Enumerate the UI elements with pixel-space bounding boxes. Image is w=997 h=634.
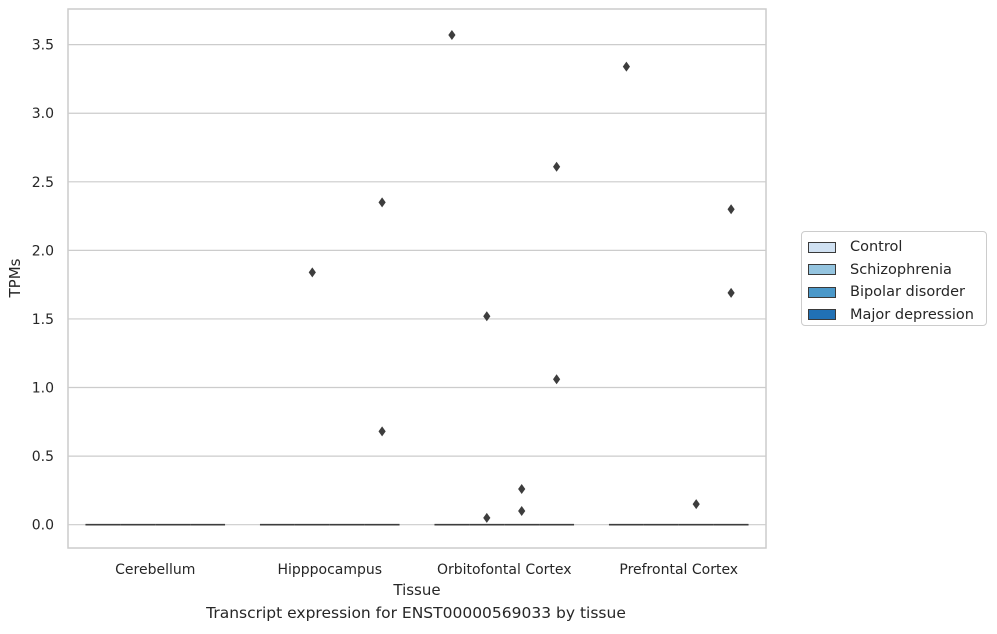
legend-label: Major depression xyxy=(850,306,974,323)
outlier-point xyxy=(483,512,491,523)
outlier-point xyxy=(518,505,526,516)
outlier-point xyxy=(483,311,491,322)
y-tick-label: 0.0 xyxy=(32,518,54,534)
y-axis-label: TPMs xyxy=(6,258,24,298)
y-tick-label: 3.0 xyxy=(32,106,54,122)
x-tick-label: Orbitofontal Cortex xyxy=(437,562,572,578)
legend-item: Bipolar disorder xyxy=(808,281,986,304)
legend-item: Control xyxy=(808,236,986,259)
legend-label: Schizophrenia xyxy=(850,261,952,278)
legend-item: Schizophrenia xyxy=(808,259,986,282)
legend-label: Control xyxy=(850,239,903,256)
y-tick-label: 1.0 xyxy=(32,381,54,397)
y-tick-label: 0.5 xyxy=(32,449,54,465)
y-tick-labels: 0.0 0.5 1.0 1.5 2.0 2.5 3.0 3.5 xyxy=(32,38,54,534)
outlier-point xyxy=(378,426,386,437)
chart-caption: Transcript expression for ENST0000056903… xyxy=(206,604,626,622)
outlier-point xyxy=(553,161,561,172)
legend-item: Major depression xyxy=(808,304,986,327)
outlier-point xyxy=(448,30,456,41)
x-tick-label: Prefrontal Cortex xyxy=(619,562,738,578)
legend-swatch xyxy=(808,241,836,253)
legend-swatch xyxy=(808,286,836,298)
x-tick-labels: Cerebellum Hipppocampus Orbitofontal Corte… xyxy=(115,562,738,578)
outlier-layer xyxy=(308,30,735,523)
y-tick-label: 2.5 xyxy=(32,175,54,191)
gridlines xyxy=(68,44,766,526)
x-tick-label: Hipppocampus xyxy=(277,562,382,578)
legend-swatch xyxy=(808,264,836,276)
outlier-point xyxy=(553,374,561,385)
legend: Control Schizophrenia Bipolar disorder Majo… xyxy=(801,231,987,326)
outlier-point xyxy=(378,197,386,208)
outlier-point xyxy=(308,267,316,278)
outlier-point xyxy=(518,484,526,495)
y-tick-label: 1.5 xyxy=(32,312,54,328)
outlier-point xyxy=(727,204,735,215)
y-tick-label: 3.5 xyxy=(32,38,54,54)
outlier-point xyxy=(692,499,700,510)
plot-frame xyxy=(67,8,767,549)
y-tick-label: 2.0 xyxy=(32,243,54,259)
legend-swatch xyxy=(808,309,836,321)
legend-label: Bipolar disorder xyxy=(850,284,965,301)
x-axis-label: Tissue xyxy=(392,581,440,599)
outlier-point xyxy=(727,287,735,298)
x-tick-label: Cerebellum xyxy=(115,562,195,578)
outlier-point xyxy=(622,61,630,72)
